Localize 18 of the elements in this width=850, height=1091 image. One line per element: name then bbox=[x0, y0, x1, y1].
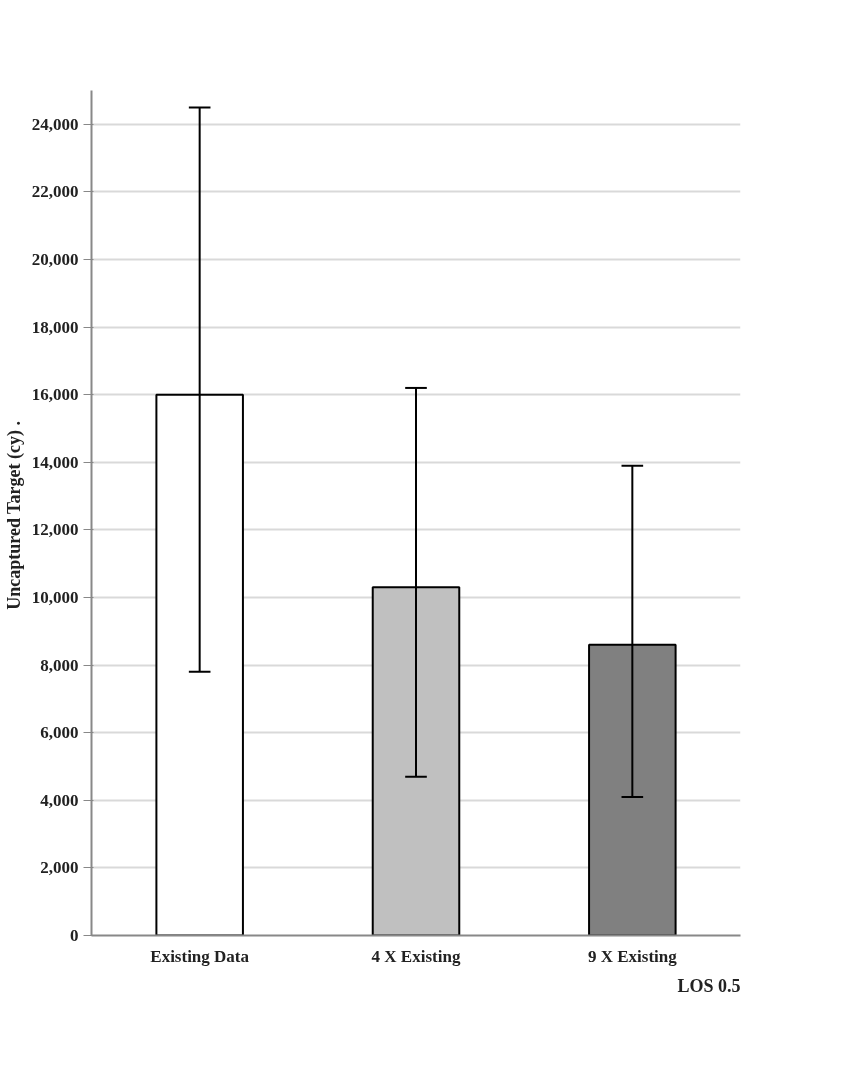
y-tick-label: 10,000 bbox=[31, 588, 79, 607]
y-tick-label: 20,000 bbox=[31, 250, 79, 269]
y-tick-label: 22,000 bbox=[31, 182, 79, 202]
y-tick-label: 16,000 bbox=[31, 385, 79, 405]
y-tick-label: 4,000 bbox=[40, 790, 79, 810]
y-tick-label: 2,000 bbox=[40, 858, 79, 878]
y-tick-label: 12,000 bbox=[31, 520, 79, 540]
y-tick-label: 14,000 bbox=[31, 452, 79, 472]
y-axis-title: Uncaptured Target (cy) . bbox=[3, 421, 25, 610]
x-tick-label: 9 X Existing bbox=[587, 946, 678, 966]
y-tick-label: 24,000 bbox=[31, 114, 79, 134]
y-tick-label: 8,000 bbox=[40, 655, 79, 675]
y-tick-label: 0 bbox=[70, 926, 79, 945]
y-tick-label: 18,000 bbox=[31, 317, 79, 337]
x-tick-label: 4 X Existing bbox=[371, 946, 461, 966]
x-tick-label: Existing Data bbox=[150, 946, 250, 966]
text: LOS 0.5 bbox=[677, 975, 741, 996]
y-tick-label: 6,000 bbox=[40, 723, 79, 743]
